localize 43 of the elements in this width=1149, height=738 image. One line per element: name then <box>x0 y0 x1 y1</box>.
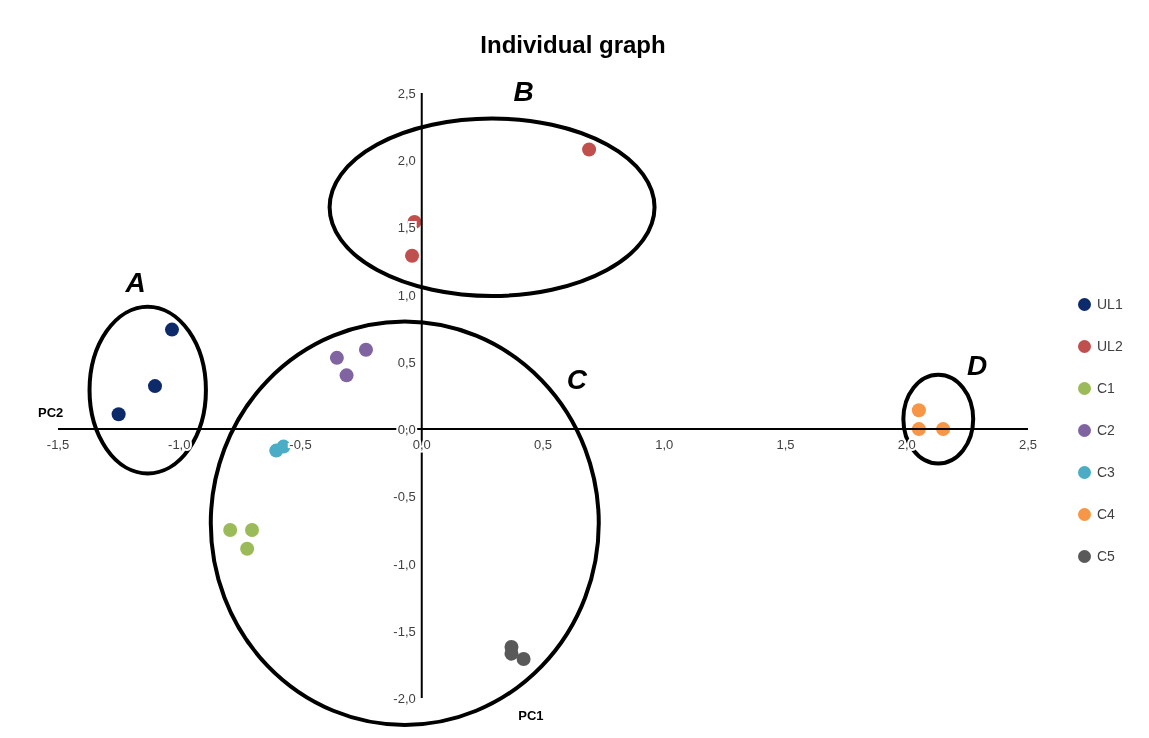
x-tick-label: -0,5 <box>289 437 312 453</box>
y-axis-title: PC2 <box>38 405 64 421</box>
y-tick-label: -0,5 <box>393 489 416 505</box>
point <box>405 248 420 263</box>
point <box>339 368 354 383</box>
legend-label: C3 <box>1097 464 1115 480</box>
x-tick-label: -1,5 <box>46 437 70 453</box>
y-tick-label: 1,0 <box>397 287 416 303</box>
point <box>245 522 259 537</box>
point <box>329 350 344 365</box>
point <box>516 652 531 667</box>
legend-label: C2 <box>1097 422 1115 438</box>
y-tick-label: 1,5 <box>397 220 416 236</box>
x-tick-label: 1,0 <box>655 437 674 453</box>
annotation: C <box>566 363 588 395</box>
x-tick-label: -1,0 <box>168 437 191 453</box>
point <box>358 342 373 357</box>
y-tick-label: -2,0 <box>393 691 416 706</box>
legend-label: UL2 <box>1097 338 1123 354</box>
x-axis-title: PC1 <box>518 708 544 723</box>
point <box>911 403 926 418</box>
point <box>148 379 162 394</box>
legend-label: UL1 <box>1097 296 1123 312</box>
annotation: A <box>124 266 146 298</box>
y-tick-label: 2,0 <box>397 153 416 169</box>
x-tick-label: 1,5 <box>776 437 795 453</box>
legend-label: C1 <box>1097 380 1115 396</box>
point <box>582 142 597 157</box>
y-tick-label: 2,5 <box>397 86 416 101</box>
x-tick-label: 2,5 <box>1018 437 1038 453</box>
legend-label: C4 <box>1097 506 1115 522</box>
point <box>223 522 238 537</box>
point <box>111 407 126 422</box>
annotation: B <box>513 76 534 108</box>
y-tick-label: -1,0 <box>393 556 416 572</box>
point <box>164 322 179 337</box>
point <box>240 541 255 556</box>
x-tick-label: 0,5 <box>533 437 553 453</box>
y-tick-label: -1,5 <box>393 623 416 639</box>
chart-title: Individual graph <box>480 31 666 58</box>
y-tick-label: 0,5 <box>397 354 416 370</box>
legend-label: C5 <box>1097 548 1115 564</box>
annotation: D <box>966 350 988 382</box>
